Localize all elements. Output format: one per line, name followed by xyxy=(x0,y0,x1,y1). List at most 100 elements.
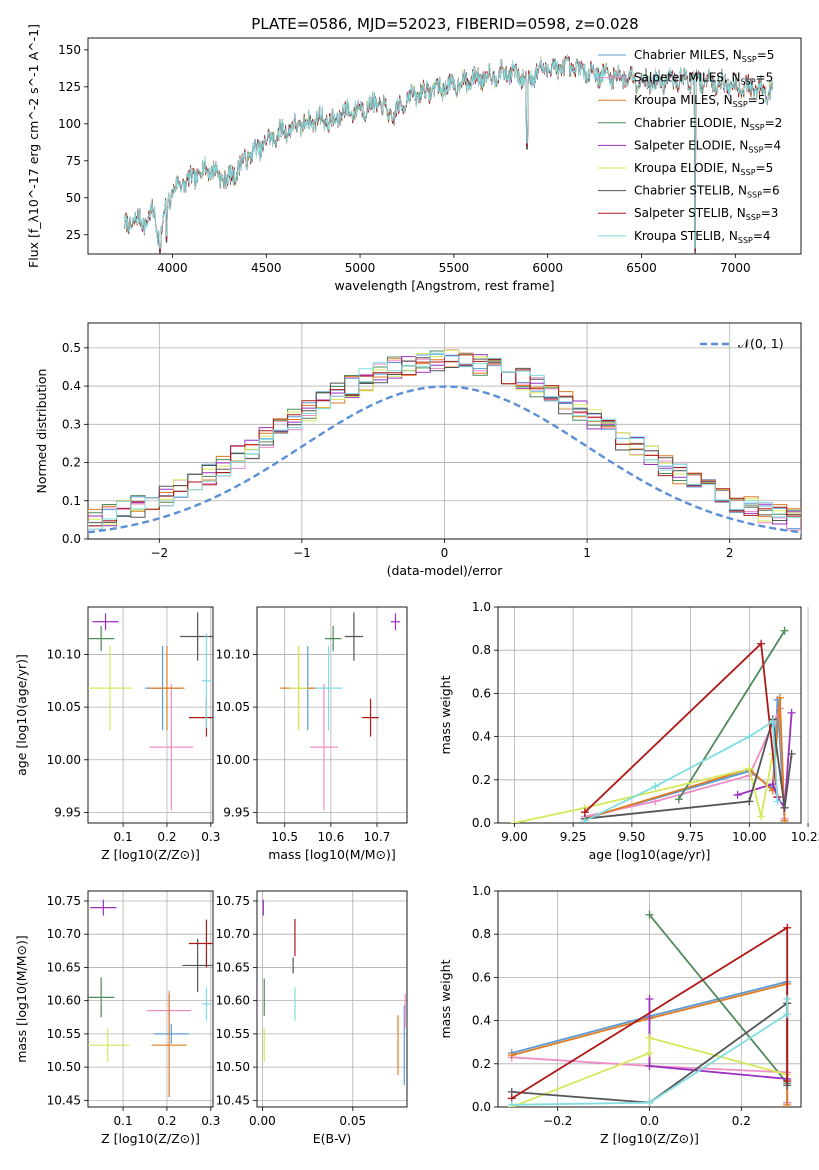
series-kroupa-elodie xyxy=(510,749,777,823)
series-marker xyxy=(733,790,742,799)
x-axis-label: age [log10(age/yr)] xyxy=(589,847,711,862)
x-axis-label: Z [log10(Z/Z⊙)] xyxy=(101,1131,200,1146)
histogram-chabrier-miles xyxy=(88,353,801,535)
x-tick-label: 0 xyxy=(441,546,449,560)
x-tick-label: 9.25 xyxy=(560,830,587,844)
y-tick-label: 1.0 xyxy=(472,600,491,614)
histogram-kroupa-stelib xyxy=(88,352,801,530)
point-chabrier-elodie xyxy=(324,625,342,652)
point-salpeter-stelib xyxy=(362,698,379,737)
x-tick-label: 0.05 xyxy=(339,1114,366,1128)
y-tick-label: 0.0 xyxy=(62,532,81,546)
legend-label: Salpeter STELIB, NSSP=3 xyxy=(634,206,778,222)
legend-label: Kroupa MILES, NSSP=5 xyxy=(634,93,765,109)
series-marker xyxy=(580,816,589,823)
mass-vs-metallicity-panel: 0.1 0.2 0.3 10.45 10.50 10.55 10.60 10.65 10.70 1… xyxy=(14,890,220,1146)
histogram-salpeter-stelib xyxy=(88,354,801,529)
series-kroupa-stelib xyxy=(507,995,792,1107)
y-tick-label: 10.50 xyxy=(47,1060,81,1074)
figure-title: PLATE=0586, MJD=52023, FIBERID=0598, z=0… xyxy=(251,15,638,33)
y-tick-label: 0.0 xyxy=(472,1100,491,1114)
y-axis-label: mass weight xyxy=(438,675,453,754)
y-tick-label: 10.45 xyxy=(47,1093,81,1107)
weight-vs-metallicity-panel: −0.2 0.0 0.2 0.0 0.2 0.4 0.6 0.8 1.0 Z [log10(Z/Z… xyxy=(438,884,802,1146)
series-chabrier-miles xyxy=(580,695,789,823)
y-tick-label: 10.10 xyxy=(47,647,81,661)
point-kroupa-elodie xyxy=(88,645,132,731)
legend-label: Chabrier ELODIE, NSSP=2 xyxy=(634,116,782,132)
y-tick-label: 0.5 xyxy=(62,341,81,355)
y-tick-label: 10.50 xyxy=(216,1060,250,1074)
mass-vs-extinction-panel: 0.00 0.05 10.45 10.50 10.55 10.60 10.65 10.70 10… xyxy=(216,890,408,1146)
point-chabrier-miles xyxy=(153,1023,189,1044)
series-marker xyxy=(757,639,766,648)
legend-label: Kroupa STELIB, NSSP=4 xyxy=(634,229,771,245)
y-tick-label: 10.70 xyxy=(47,927,81,941)
series-line xyxy=(584,699,786,821)
series-marker xyxy=(787,749,796,758)
series-marker xyxy=(757,812,766,821)
x-tick-label: 4500 xyxy=(251,261,282,275)
series-marker xyxy=(745,797,754,806)
series-marker xyxy=(645,1049,654,1057)
series-marker xyxy=(775,693,784,702)
y-axis-label: mass [log10(M/M⊙)] xyxy=(14,935,29,1063)
y-tick-label: 0.0 xyxy=(472,816,491,830)
series-marker xyxy=(507,1100,516,1107)
point-kroupa-elodie xyxy=(88,1028,130,1062)
series-marker xyxy=(745,732,754,741)
series-marker xyxy=(645,910,654,919)
y-tick-label: 0.4 xyxy=(472,730,491,744)
series-marker xyxy=(645,1033,654,1042)
series-line xyxy=(648,914,788,1084)
x-axis-label: Z [log10(Z/Z⊙)] xyxy=(101,847,200,862)
series-marker xyxy=(580,808,589,817)
x-tick-label: 10.25 xyxy=(791,830,819,844)
series-marker xyxy=(773,797,782,806)
series-marker xyxy=(645,1061,654,1070)
x-axis-label: wavelength [Angstrom, rest frame] xyxy=(334,278,554,293)
axes-frame xyxy=(497,890,802,1108)
point-chabrier-stelib xyxy=(180,612,213,661)
legend: Chabrier MILES, NSSP=5 Salpeter MILES, NS… xyxy=(598,48,782,245)
x-tick-label: 10.6 xyxy=(317,830,344,844)
y-tick-label: 0.4 xyxy=(472,1014,491,1028)
y-axis-label: mass weight xyxy=(438,959,453,1038)
histogram-salpeter-elodie xyxy=(88,354,801,535)
y-axis-label: age [log10(age/yr)] xyxy=(14,654,29,776)
y-axis-label: Normed distribution xyxy=(34,369,49,494)
x-axis-label: mass [log10(M/M⊙)] xyxy=(268,847,396,862)
series-marker xyxy=(768,717,777,726)
x-tick-label: 6000 xyxy=(532,261,563,275)
plot-area xyxy=(510,626,796,823)
x-tick-label: 0.1 xyxy=(114,830,133,844)
point-kroupa-stelib xyxy=(202,987,211,1021)
normal-distribution-curve xyxy=(88,385,801,534)
series-marker xyxy=(674,795,683,804)
y-tick-label: 0.2 xyxy=(472,773,491,787)
x-tick-label: 2 xyxy=(726,546,734,560)
age-vs-metallicity-panel: 0.1 0.2 0.3 9.95 10.00 10.05 10.10 Z [log10(Z/Z… xyxy=(14,606,220,862)
x-tick-label: 0.00 xyxy=(249,1114,276,1128)
plot-area xyxy=(124,53,773,254)
plot-area xyxy=(88,612,213,811)
y-tick-label: 10.45 xyxy=(216,1093,250,1107)
histogram-salpeter-miles xyxy=(88,349,801,533)
x-tick-label: 9.50 xyxy=(619,830,646,844)
y-tick-label: 9.95 xyxy=(54,805,81,819)
x-tick-label: 0.1 xyxy=(114,1114,133,1128)
y-tick-label: 10.75 xyxy=(216,894,250,908)
x-tick-label: 10.7 xyxy=(364,830,391,844)
point-kroupa-miles xyxy=(151,993,187,1098)
point-chabrier-elodie xyxy=(88,977,115,1018)
axes-frame xyxy=(87,606,214,824)
y-tick-label: 0.2 xyxy=(472,1057,491,1071)
point-salpeter-miles xyxy=(149,683,194,811)
x-tick-label: −2 xyxy=(150,546,168,560)
y-tick-label: 10.75 xyxy=(47,894,81,908)
series-marker xyxy=(783,1077,792,1086)
axes-frame xyxy=(87,890,214,1108)
residuals-histogram-panel: −2 −1 0 1 2 0.0 0.1 0.2 0.3 0.4 0.5 (data-model)/er… xyxy=(34,322,802,578)
x-tick-label: 5500 xyxy=(439,261,470,275)
